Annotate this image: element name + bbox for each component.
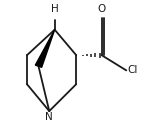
Text: O: O bbox=[97, 4, 106, 14]
Polygon shape bbox=[35, 30, 55, 67]
Text: Cl: Cl bbox=[127, 65, 137, 75]
Text: H: H bbox=[51, 4, 59, 14]
Text: N: N bbox=[45, 112, 53, 122]
